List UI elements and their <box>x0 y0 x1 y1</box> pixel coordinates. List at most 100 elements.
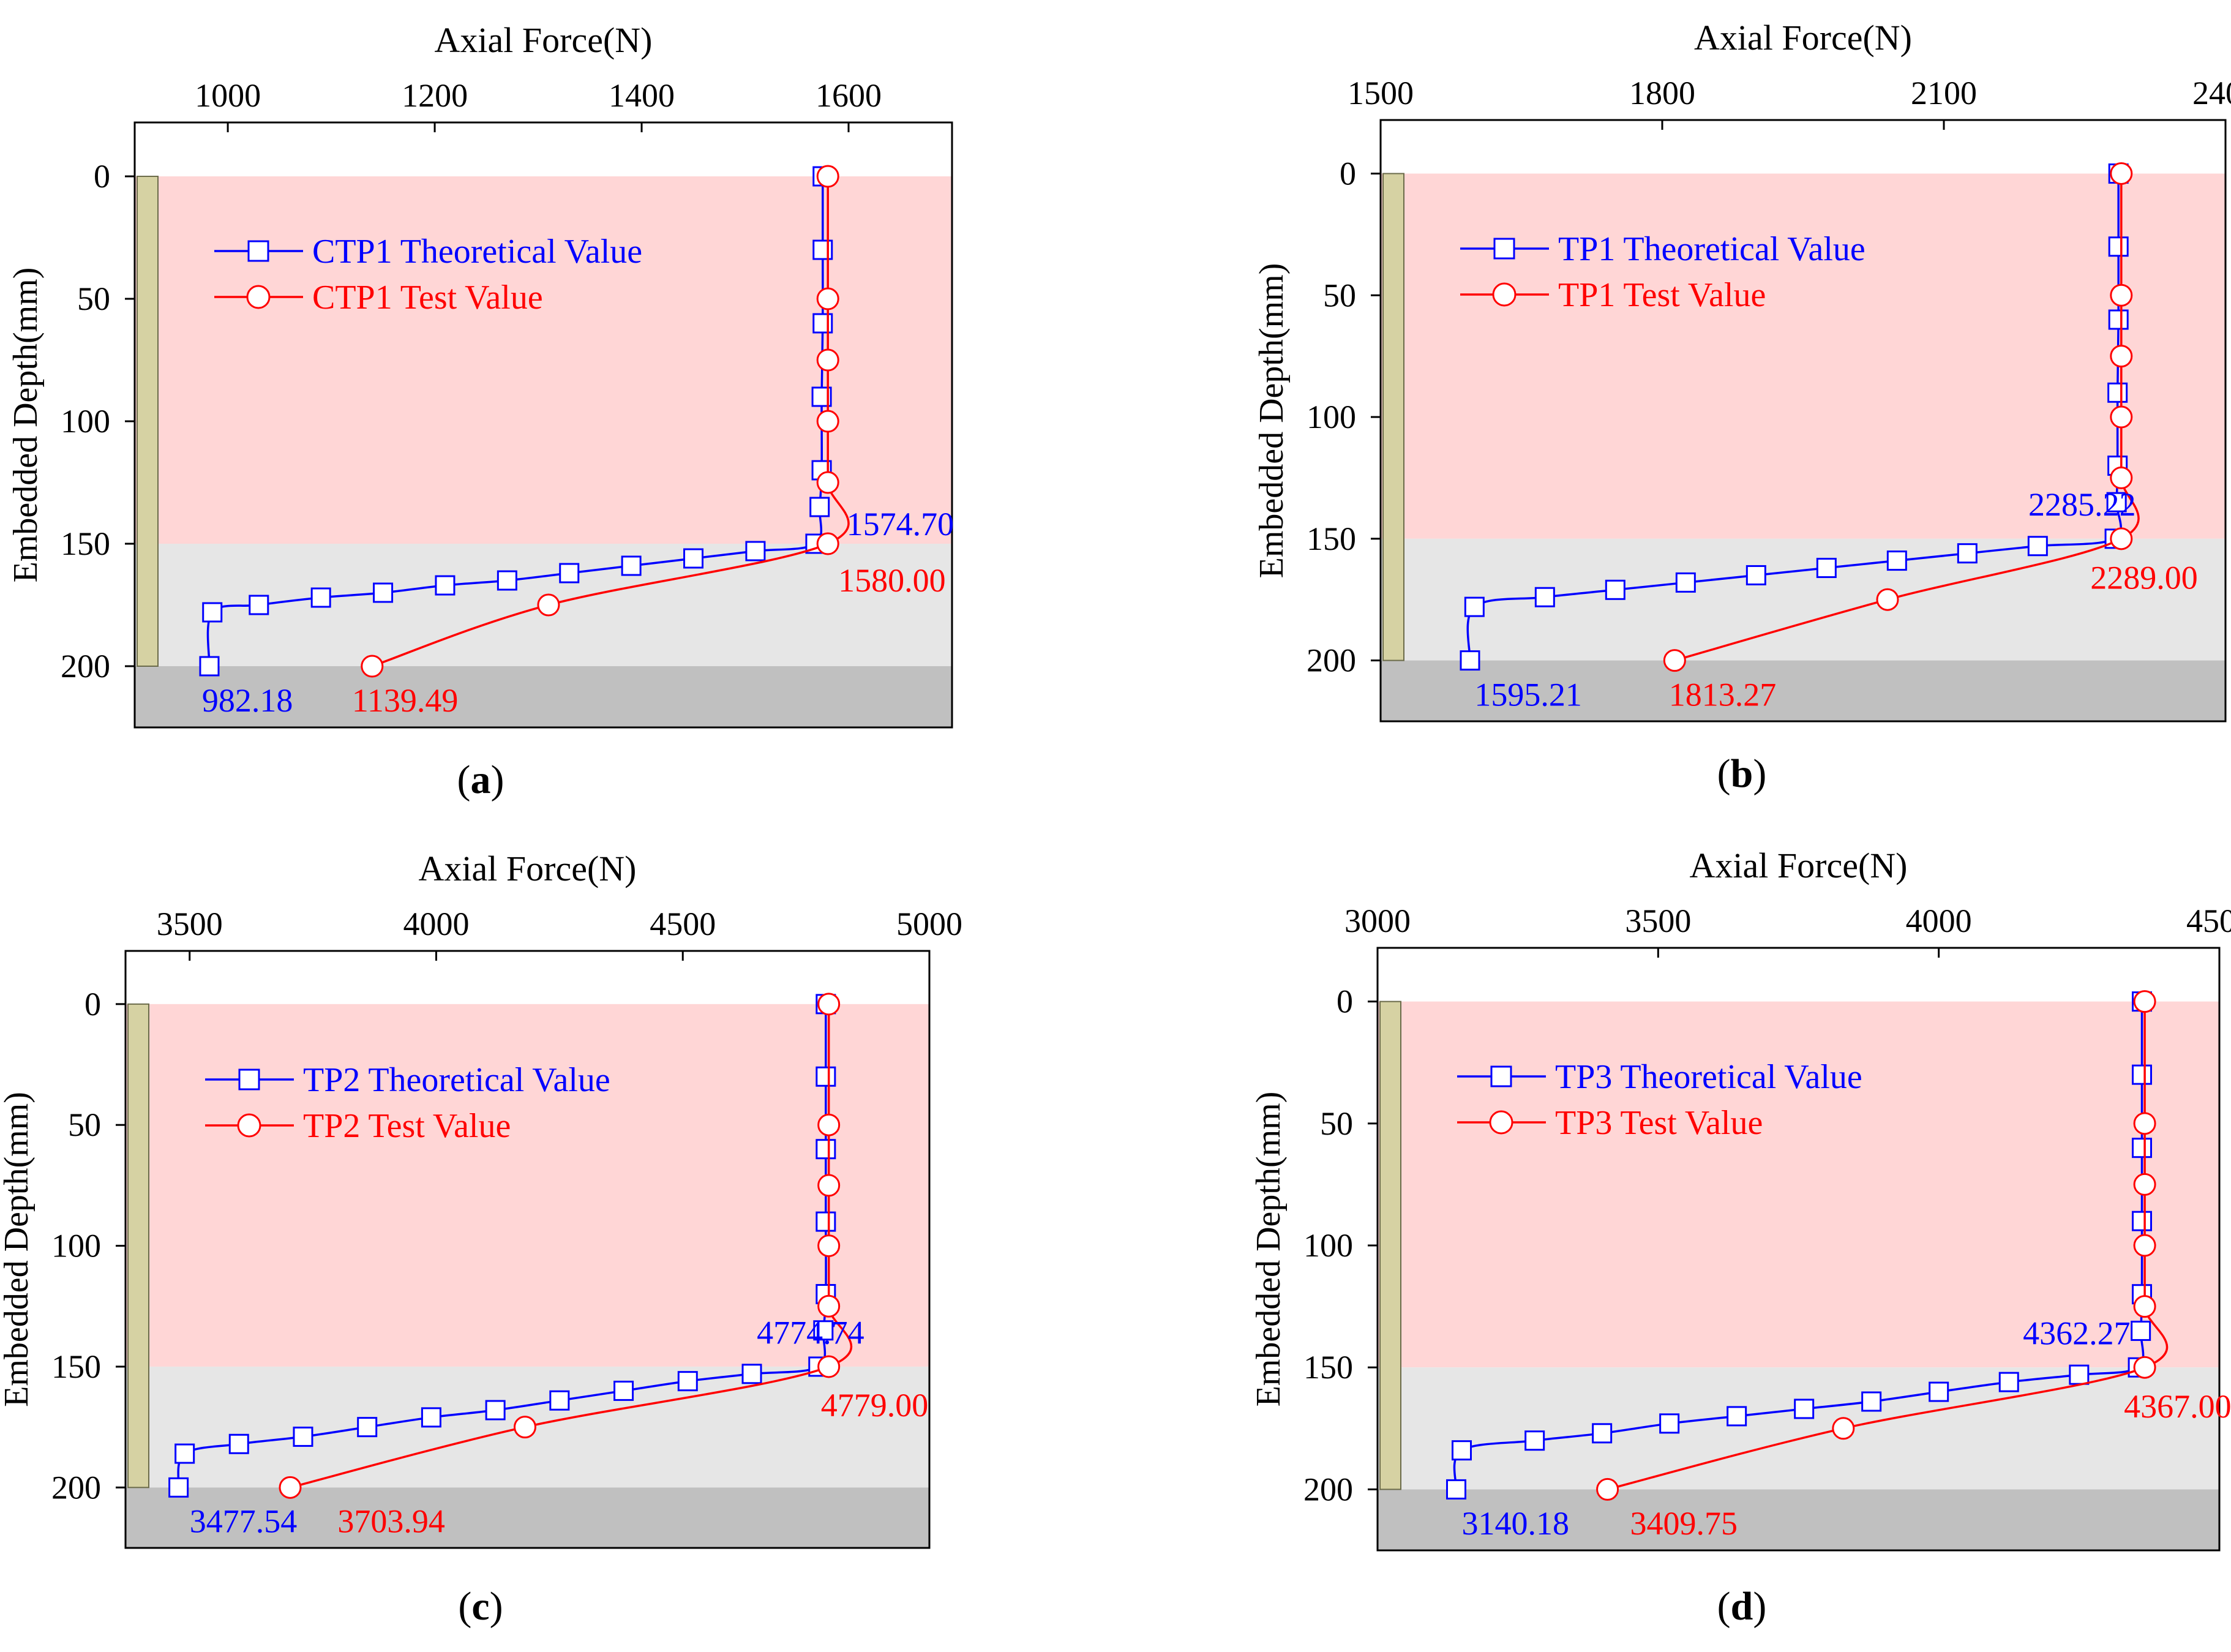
x-tick-label: 3000 <box>1344 903 1411 939</box>
x-tick-label: 5000 <box>896 906 962 942</box>
value-annotation: 4367.00 <box>2124 1388 2231 1425</box>
data-point-circle <box>2134 1113 2155 1134</box>
data-point-circle <box>2111 285 2132 306</box>
panel-label: (a) <box>457 757 504 802</box>
data-point-square <box>1660 1414 1679 1433</box>
data-point-circle <box>817 472 838 493</box>
legend-label: CTP1 Test Value <box>312 279 543 317</box>
data-point-square <box>436 576 454 595</box>
y-tick-label: 200 <box>61 648 110 685</box>
data-point-square <box>817 1140 835 1158</box>
value-annotation: 1580.00 <box>838 562 946 599</box>
y-axis-title: Embedded Depth(mm) <box>1250 1092 1288 1407</box>
value-annotation: 3140.18 <box>1462 1505 1570 1542</box>
legend-label: TP2 Test Value <box>303 1107 511 1145</box>
value-annotation: 1595.21 <box>1474 676 1582 713</box>
y-tick-label: 0 <box>1337 983 1353 1020</box>
data-point-circle <box>2111 407 2132 427</box>
data-point-square <box>312 588 330 607</box>
data-point-square <box>374 584 392 602</box>
data-point-square <box>498 571 516 590</box>
data-point-circle <box>819 1296 839 1316</box>
data-point-circle <box>819 1175 839 1196</box>
data-point-square <box>2133 1212 2151 1230</box>
zone-pink <box>1381 173 2225 538</box>
data-point-circle <box>817 350 838 370</box>
data-point-square <box>1862 1392 1881 1411</box>
y-tick-label: 100 <box>51 1228 101 1264</box>
legend-label: CTP1 Theoretical Value <box>312 233 642 271</box>
value-annotation: 4774.74 <box>757 1315 864 1351</box>
data-point-square <box>200 657 219 675</box>
legend-label: TP1 Test Value <box>1558 276 1766 314</box>
value-annotation: 2289.00 <box>2090 559 2198 596</box>
data-point-circle <box>817 533 838 554</box>
data-point-square <box>250 596 268 614</box>
data-point-square <box>2000 1373 2018 1391</box>
y-tick-label: 0 <box>84 986 101 1023</box>
data-point-square <box>811 498 829 516</box>
data-point-circle <box>514 1417 535 1438</box>
y-tick-label: 150 <box>51 1348 101 1385</box>
panel-label: (c) <box>458 1584 503 1629</box>
data-point-square <box>1795 1400 1813 1418</box>
data-point-square <box>358 1418 377 1436</box>
data-point-square <box>230 1435 248 1453</box>
x-tick-label: 1500 <box>1348 75 1414 111</box>
zone-pink <box>126 1004 929 1367</box>
data-point-square <box>1958 544 1976 563</box>
data-point-circle <box>1597 1479 1618 1500</box>
data-point-square <box>2070 1365 2088 1384</box>
legend-marker-circle <box>1493 283 1515 306</box>
x-tick-label: 4500 <box>650 906 716 942</box>
x-tick-label: 1000 <box>195 77 261 114</box>
y-axis-title: Embedded Depth(mm) <box>7 268 45 583</box>
x-tick-label: 3500 <box>1625 903 1691 939</box>
data-point-circle <box>2134 991 2155 1012</box>
value-annotation: 982.18 <box>202 682 293 719</box>
data-point-circle <box>2111 467 2132 488</box>
data-point-square <box>1461 651 1479 670</box>
data-point-square <box>2109 383 2127 402</box>
x-tick-label: 4000 <box>1906 903 1972 939</box>
y-tick-label: 100 <box>1303 1227 1353 1264</box>
data-point-square <box>678 1372 697 1391</box>
value-annotation: 1813.27 <box>1669 676 1777 713</box>
data-point-circle <box>2111 163 2132 184</box>
data-point-square <box>203 603 222 621</box>
data-point-circle <box>817 411 838 432</box>
x-tick-label: 1600 <box>816 77 882 114</box>
data-point-square <box>1747 566 1765 584</box>
data-point-circle <box>817 288 838 309</box>
data-point-circle <box>2111 528 2132 549</box>
data-point-square <box>560 564 579 582</box>
data-point-square <box>814 314 832 332</box>
legend-marker-square <box>249 241 268 261</box>
y-tick-label: 200 <box>1303 1471 1353 1507</box>
data-point-square <box>294 1427 312 1446</box>
x-axis-title: Axial Force(N) <box>419 849 637 888</box>
data-point-circle <box>819 1114 839 1135</box>
data-point-square <box>422 1408 440 1427</box>
value-annotation: 1574.70 <box>847 506 954 543</box>
zone-pink <box>1378 1002 2219 1368</box>
y-axis-title: Embedded Depth(mm) <box>1253 263 1291 579</box>
y-axis-title: Embedded Depth(mm) <box>0 1092 36 1407</box>
data-point-square <box>1526 1432 1544 1450</box>
legend-marker-circle <box>1490 1111 1512 1133</box>
legend-marker-square <box>239 1070 259 1089</box>
y-tick-label: 50 <box>68 1106 101 1143</box>
data-point-square <box>817 1067 835 1086</box>
y-tick-label: 200 <box>1307 642 1356 679</box>
y-tick-label: 150 <box>1303 1349 1353 1386</box>
data-point-circle <box>2111 346 2132 367</box>
y-tick-label: 50 <box>1323 277 1356 314</box>
data-point-square <box>743 1365 761 1383</box>
data-point-circle <box>819 994 839 1015</box>
value-annotation: 3409.75 <box>1630 1505 1738 1542</box>
data-point-square <box>746 542 765 560</box>
x-axis-title: Axial Force(N) <box>1690 846 1908 885</box>
data-point-circle <box>2134 1296 2155 1317</box>
data-point-square <box>1453 1441 1471 1460</box>
data-point-square <box>684 549 703 568</box>
